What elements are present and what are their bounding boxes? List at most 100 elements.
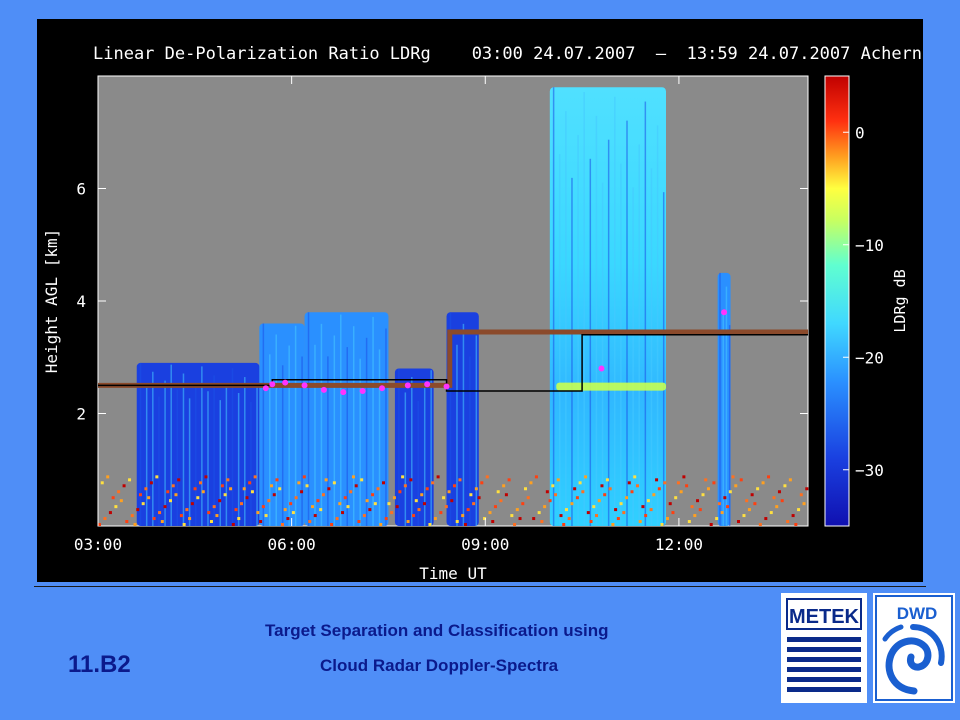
- clutter-pixel: [193, 487, 197, 491]
- clutter-pixel: [698, 508, 702, 512]
- clutter-pixel: [160, 520, 164, 524]
- clutter-pixel: [638, 520, 642, 524]
- dwd-logo: DWD: [873, 593, 955, 703]
- clutter-pixel: [248, 481, 252, 485]
- clutter-pixel: [453, 484, 456, 488]
- clutter-pixel: [316, 499, 320, 503]
- cloud-region-convective-1: [259, 323, 305, 526]
- clutter-pixel: [663, 481, 667, 485]
- cloud-streak: [650, 168, 653, 526]
- clutter-pixel: [259, 520, 263, 524]
- clutter-pixel: [330, 523, 334, 526]
- clutter-pixel: [488, 511, 492, 515]
- cloud-streak: [188, 398, 191, 526]
- clutter-pixel: [234, 508, 238, 512]
- clutter-pixel: [204, 475, 208, 479]
- colorbar-label: LDRg dB: [891, 269, 909, 332]
- clutter-pixel: [280, 523, 284, 526]
- colorbar-tick-label: −20: [855, 348, 884, 367]
- cloud-streak: [725, 286, 728, 526]
- clutter-pixel: [338, 502, 342, 506]
- clutter-pixel: [398, 490, 402, 494]
- clutter-pixel: [174, 493, 178, 497]
- clutter-pixel: [758, 523, 762, 526]
- clutter-pixel: [493, 505, 497, 509]
- clutter-pixel: [485, 475, 489, 479]
- clutter-pixel: [685, 484, 689, 488]
- y-tick-label: 2: [76, 405, 86, 424]
- cloud-streak: [462, 323, 465, 526]
- cloud-streak: [423, 385, 426, 526]
- clutter-pixel: [169, 499, 172, 503]
- clutter-pixel: [619, 502, 623, 506]
- clutter-pixel: [447, 490, 451, 494]
- clutter-pixel: [676, 481, 680, 485]
- cloud-streak: [256, 385, 258, 526]
- clutter-pixel: [786, 520, 790, 524]
- clutter-pixel: [291, 511, 295, 515]
- clutter-pixel: [108, 511, 112, 515]
- clutter-pixel: [734, 484, 738, 488]
- clutter-pixel: [573, 487, 577, 491]
- clutter-pixel: [196, 496, 200, 500]
- y-tick-label: 4: [76, 292, 86, 311]
- clutter-pixel: [455, 520, 459, 524]
- clutter-pixel: [439, 511, 443, 515]
- clutter-pixel: [226, 478, 230, 482]
- clutter-pixel: [327, 487, 331, 491]
- clutter-pixel: [674, 496, 678, 500]
- clutter-pixel: [122, 484, 126, 488]
- clutter-pixel: [616, 517, 620, 521]
- clutter-pixel: [428, 523, 432, 526]
- clutter-pixel: [543, 505, 547, 509]
- clutter-pixel: [199, 481, 203, 485]
- clutter-pixel: [483, 517, 487, 521]
- cloud-streak: [469, 356, 471, 526]
- clutter-pixel: [362, 514, 366, 518]
- clutter-pixel: [463, 523, 467, 526]
- clutter-pixel: [218, 499, 222, 503]
- clutter-pixel: [422, 502, 426, 506]
- y-tick-label: 6: [76, 180, 86, 199]
- clutter-pixel: [346, 505, 350, 509]
- clutter-pixel: [283, 508, 287, 512]
- caption-line-1: Target Separation and Classification usi…: [265, 621, 609, 640]
- clutter-pixel: [739, 478, 743, 482]
- clutter-pixel: [633, 475, 637, 479]
- cloud-streak: [632, 187, 634, 526]
- clutter-pixel: [289, 502, 293, 506]
- clutter-pixel: [261, 505, 265, 509]
- clutter-pixel: [119, 499, 123, 503]
- clutter-pixel: [717, 502, 721, 506]
- clutter-pixel: [704, 478, 708, 482]
- clutter-pixel: [209, 520, 213, 524]
- colorbar-tick-label: −10: [855, 236, 884, 255]
- clutter-pixel: [671, 511, 675, 515]
- clutter-pixel: [360, 478, 364, 482]
- clutter-pixel: [267, 499, 271, 503]
- clutter-pixel: [117, 490, 121, 494]
- clutter-pixel: [534, 475, 538, 479]
- clutter-pixel: [524, 487, 527, 491]
- clutter-pixel: [450, 499, 454, 503]
- cloud-streak: [139, 362, 142, 526]
- clutter-pixel: [772, 496, 776, 500]
- clutter-pixel: [365, 499, 369, 503]
- clutter-pixel: [341, 511, 345, 515]
- ldr-chart: Linear De-Polarization Ratio LDRg 03:00 …: [42, 44, 922, 582]
- metek-logo-graphic: METEK: [786, 598, 862, 692]
- cloud-streak: [656, 125, 659, 527]
- clutter-pixel: [597, 499, 601, 503]
- cloud-streak: [595, 115, 598, 526]
- clutter-pixel: [709, 523, 713, 526]
- cloud-streak: [281, 365, 284, 526]
- clutter-pixel: [149, 481, 153, 485]
- marker-point: [262, 385, 269, 392]
- clutter-pixel: [245, 496, 249, 500]
- cloud-streak: [662, 192, 665, 527]
- x-tick-label: 06:00: [268, 535, 316, 554]
- clutter-pixel: [603, 493, 607, 497]
- clutter-pixel: [507, 478, 511, 482]
- chart-title: Linear De-Polarization Ratio LDRg 03:00 …: [93, 44, 922, 64]
- cloud-streak: [314, 344, 316, 526]
